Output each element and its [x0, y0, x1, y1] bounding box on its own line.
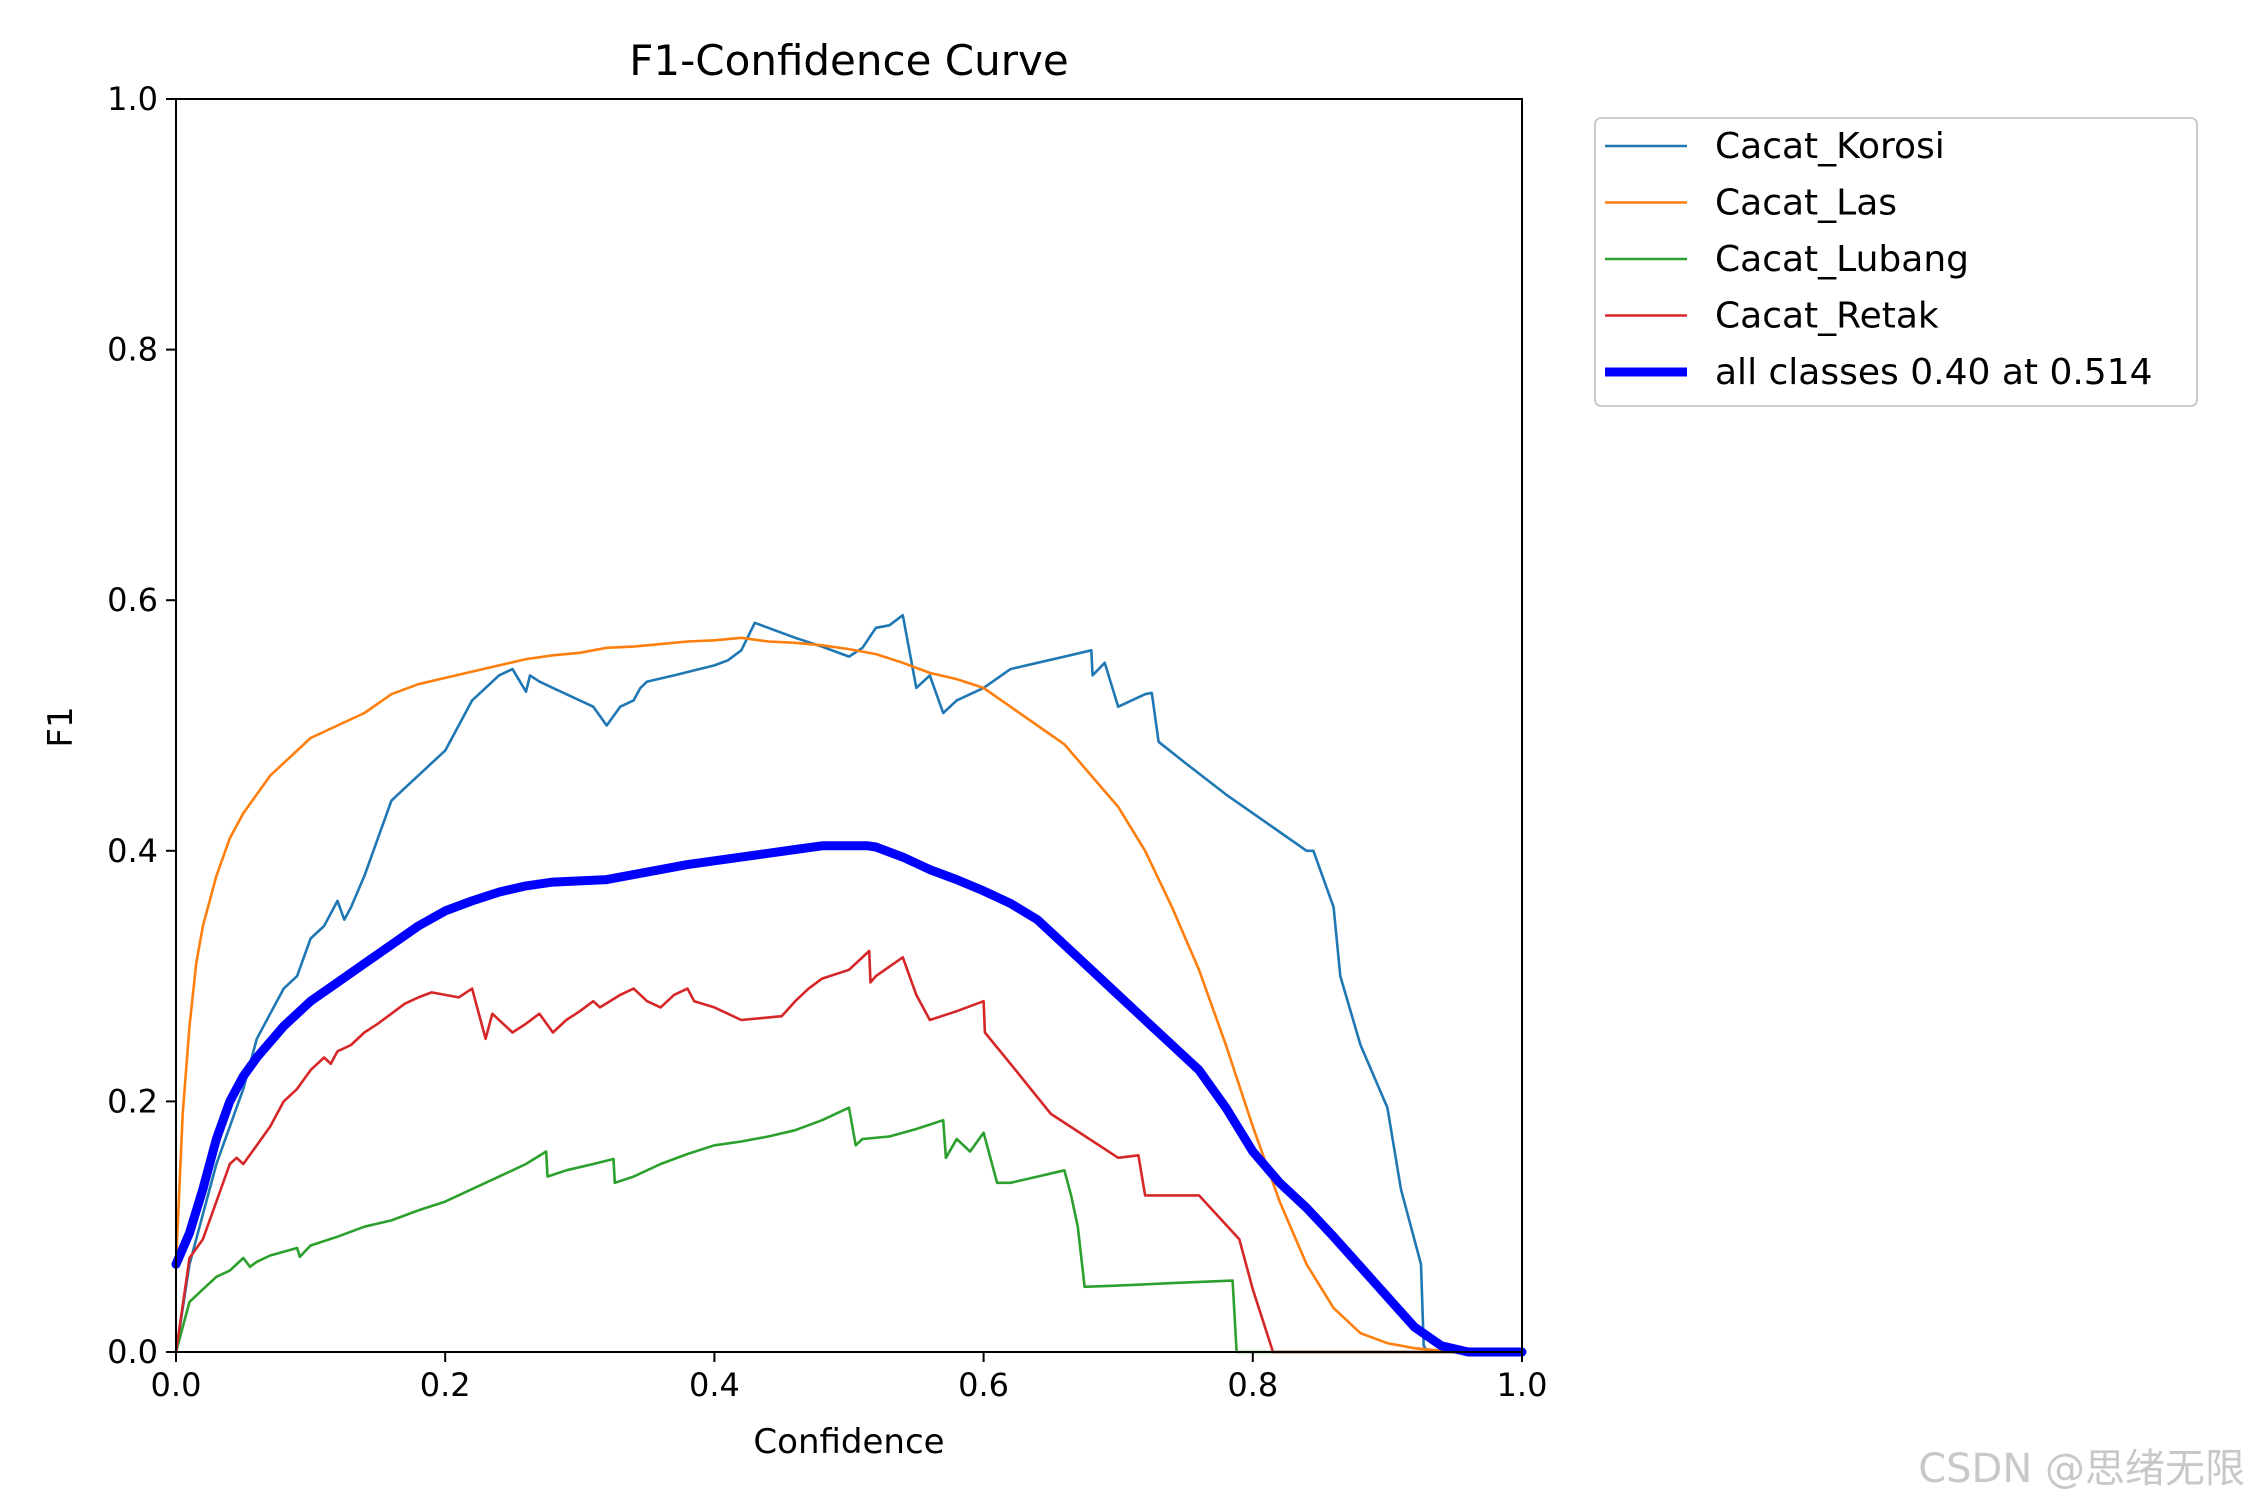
- series-line-cacat-korosi: [174, 613, 1524, 1354]
- x-tick-label: 0.8: [1227, 1366, 1278, 1404]
- y-tick-label: 0.4: [107, 832, 158, 870]
- legend-label-cacat-lubang: Cacat_Lubang: [1715, 239, 1969, 280]
- series-line-all-classes-0-40-at-0-514: [171, 841, 1527, 1357]
- y-tick-label: 0.6: [107, 581, 158, 619]
- series-line-cacat-las: [174, 636, 1524, 1354]
- x-tick-label: 0.4: [689, 1366, 740, 1404]
- legend-label-cacat-korosi: Cacat_Korosi: [1715, 126, 1945, 167]
- y-axis-label: F1: [41, 706, 81, 747]
- x-tick-label: 1.0: [1497, 1366, 1548, 1404]
- y-tick-label: 0.2: [107, 1082, 158, 1120]
- watermark: CSDN @思绪无限: [1918, 1446, 2245, 1492]
- legend-label-all-classes-0-40-at-0-514: all classes 0.40 at 0.514: [1715, 352, 2153, 393]
- y-tick-label: 1.0: [107, 80, 158, 118]
- legend-label-cacat-las: Cacat_Las: [1715, 183, 1897, 224]
- legend-label-cacat-retak: Cacat_Retak: [1715, 296, 1939, 337]
- legend-box: [1594, 117, 2198, 407]
- x-axis-label: Confidence: [753, 1422, 944, 1462]
- x-tick-label: 0.6: [958, 1366, 1009, 1404]
- plot-frame: [175, 98, 1523, 1353]
- series-line-cacat-retak: [174, 949, 1524, 1354]
- x-tick-label: 0.2: [420, 1366, 471, 1404]
- y-tick-label: 0.8: [107, 331, 158, 369]
- y-tick-label: 0.0: [107, 1333, 158, 1371]
- x-axis-ticks: 0.0 0.2 0.4 0.6 0.8 1.0: [151, 1352, 1548, 1404]
- y-axis-ticks: 0.0 0.2 0.4 0.6 0.8 1.0: [107, 80, 176, 1371]
- legend: Cacat_Korosi Cacat_Las Cacat_Lubang Cacat_R…: [1594, 117, 2198, 407]
- chart-title: F1-Confidence Curve: [629, 36, 1068, 85]
- x-tick-label: 0.0: [151, 1366, 202, 1404]
- series-layer: [171, 613, 1527, 1357]
- series-line-cacat-lubang: [174, 1106, 1524, 1354]
